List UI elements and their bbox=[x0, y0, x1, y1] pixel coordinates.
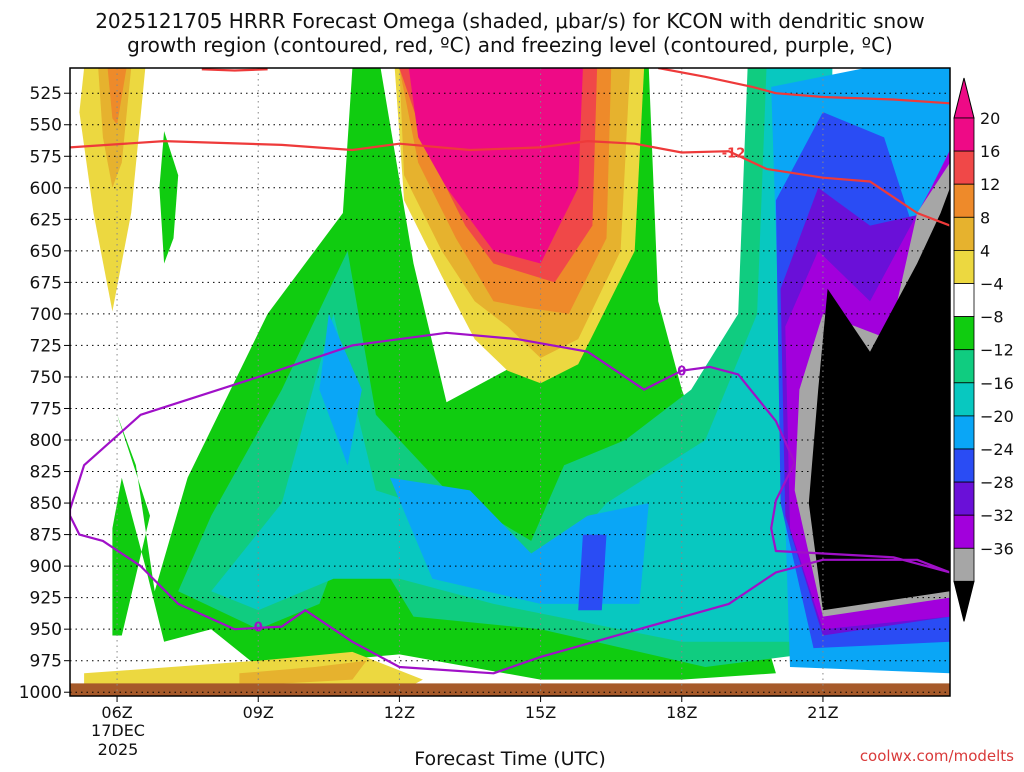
y-tick-label-750: 750 bbox=[30, 368, 62, 388]
plot-frame bbox=[69, 67, 951, 697]
x-tick-label-12: 12Z bbox=[384, 703, 415, 722]
contour-lines: -12 0 0 bbox=[70, 68, 950, 675]
colorbar-label-4: 4 bbox=[980, 241, 990, 260]
colorbar-swatch-10 bbox=[953, 448, 975, 483]
y-tick-label-725: 725 bbox=[30, 336, 62, 356]
colorbar-swatch-1 bbox=[953, 150, 975, 185]
region-low-yellow bbox=[84, 651, 423, 693]
date-label-day: 17DEC bbox=[91, 721, 145, 740]
colorbar-label-8: −16 bbox=[980, 374, 1014, 393]
plot-grid bbox=[70, 68, 950, 696]
colorbar-label-9: −20 bbox=[980, 407, 1014, 426]
colorbar-label-1: 16 bbox=[980, 142, 1000, 161]
colorbar-label-7: −12 bbox=[980, 341, 1014, 360]
dendritic-contour-minus12 bbox=[70, 140, 950, 227]
freezing-level-label-09z: 0 bbox=[254, 621, 263, 636]
colorbar-swatch-2 bbox=[953, 183, 975, 218]
x-tick-label-9: 09Z bbox=[243, 703, 274, 722]
chart-title-line1: 2025121705 HRRR Forecast Omega (shaded, … bbox=[95, 9, 925, 33]
region-blue-interior bbox=[319, 313, 362, 466]
region-green-blob-07z bbox=[159, 131, 179, 264]
x-tick-label-6: 06Z bbox=[101, 703, 132, 722]
colorbar-swatch-6 bbox=[953, 316, 975, 351]
y-tick-label-800: 800 bbox=[30, 431, 62, 451]
colorbar-swatch-0 bbox=[953, 117, 975, 152]
omega-shaded-regions bbox=[70, 68, 950, 696]
colorbar-top-triangle bbox=[953, 77, 975, 119]
colorbar-label-13: −36 bbox=[980, 539, 1014, 558]
colorbar-label-10: −24 bbox=[980, 440, 1014, 459]
region-cyan-band bbox=[211, 68, 833, 642]
region-low-gold bbox=[239, 660, 367, 686]
colorbar-label-12: −32 bbox=[980, 506, 1014, 525]
y-tick-label-525: 525 bbox=[30, 84, 62, 104]
x-axis-time: 06Z 09Z 12Z 15Z 18Z 21Z bbox=[101, 696, 839, 722]
region-royal-blue-blob-16z bbox=[578, 534, 607, 611]
y-tick-label-700: 700 bbox=[30, 305, 62, 325]
colorbar-label-11: −28 bbox=[980, 473, 1014, 492]
colorbar-swatch-5 bbox=[953, 283, 975, 317]
watermark: coolwx.com/modelts bbox=[860, 747, 1014, 765]
colorbar-swatch-11 bbox=[953, 481, 975, 516]
x-tick-label-15: 15Z bbox=[525, 703, 556, 722]
colorbar-swatch-9 bbox=[953, 415, 975, 450]
colorbar-label-6: −8 bbox=[980, 308, 1004, 327]
dendritic-contour-minus12-label: -12 bbox=[722, 146, 746, 161]
y-tick-label-950: 950 bbox=[30, 620, 62, 640]
y-tick-label-575: 575 bbox=[30, 147, 62, 167]
y-tick-label-600: 600 bbox=[30, 179, 62, 199]
colorbar-swatch-4 bbox=[953, 249, 975, 284]
y-tick-label-850: 850 bbox=[30, 494, 62, 514]
y-tick-label-675: 675 bbox=[30, 273, 62, 293]
freezing-level-contour bbox=[70, 331, 950, 675]
colorbar-swatch-12 bbox=[953, 514, 975, 549]
y-tick-label-625: 625 bbox=[30, 210, 62, 230]
region-black-core bbox=[808, 187, 950, 611]
ground-strip bbox=[70, 683, 950, 696]
colorbar-bottom-triangle bbox=[953, 580, 975, 622]
y-tick-label-875: 875 bbox=[30, 526, 62, 546]
colorbar-swatch-8 bbox=[953, 382, 975, 417]
colorbar-swatch-3 bbox=[953, 216, 975, 251]
colorbar-label-5: −4 bbox=[980, 275, 1004, 294]
colorbar-label-3: 8 bbox=[980, 208, 990, 227]
date-label-year: 2025 bbox=[98, 740, 139, 759]
colorbar-label-2: 12 bbox=[980, 175, 1000, 194]
region-gold-column-06z bbox=[98, 68, 132, 188]
y-tick-label-900: 900 bbox=[30, 557, 62, 577]
y-tick-label-1000: 1000 bbox=[19, 683, 62, 703]
x-axis-title: Forecast Time (UTC) bbox=[414, 748, 605, 768]
freezing-level-contour-label: 0 bbox=[677, 365, 686, 380]
y-axis-pressure: 525 550 575 600 625 650 675 700 725 750 775 800 825 8… bbox=[19, 84, 70, 703]
region-warm-magenta bbox=[408, 68, 583, 264]
y-tick-label-825: 825 bbox=[30, 463, 62, 483]
y-tick-label-650: 650 bbox=[30, 242, 62, 262]
y-tick-label-550: 550 bbox=[30, 116, 62, 136]
region-yellow-column-06z bbox=[79, 68, 146, 312]
chart-title-line2: growth region (contoured, red, ºC) and f… bbox=[127, 33, 893, 57]
dendritic-contour-top bbox=[657, 68, 950, 105]
dendritic-contour-topleft bbox=[201, 68, 268, 72]
y-tick-label-925: 925 bbox=[30, 589, 62, 609]
y-tick-label-975: 975 bbox=[30, 652, 62, 672]
colorbar-label-0: 20 bbox=[980, 109, 1000, 128]
colorbar-swatch-7 bbox=[953, 349, 975, 384]
x-tick-label-18: 18Z bbox=[666, 703, 697, 722]
colorbar-swatch-13 bbox=[953, 547, 975, 582]
omega-colorbar: 20 16 12 8 4 −4 −8 −12 −16 −20 −24 −28 −32 −36 bbox=[953, 77, 1014, 622]
y-tick-label-775: 775 bbox=[30, 399, 62, 419]
x-tick-label-21: 21Z bbox=[807, 703, 838, 722]
